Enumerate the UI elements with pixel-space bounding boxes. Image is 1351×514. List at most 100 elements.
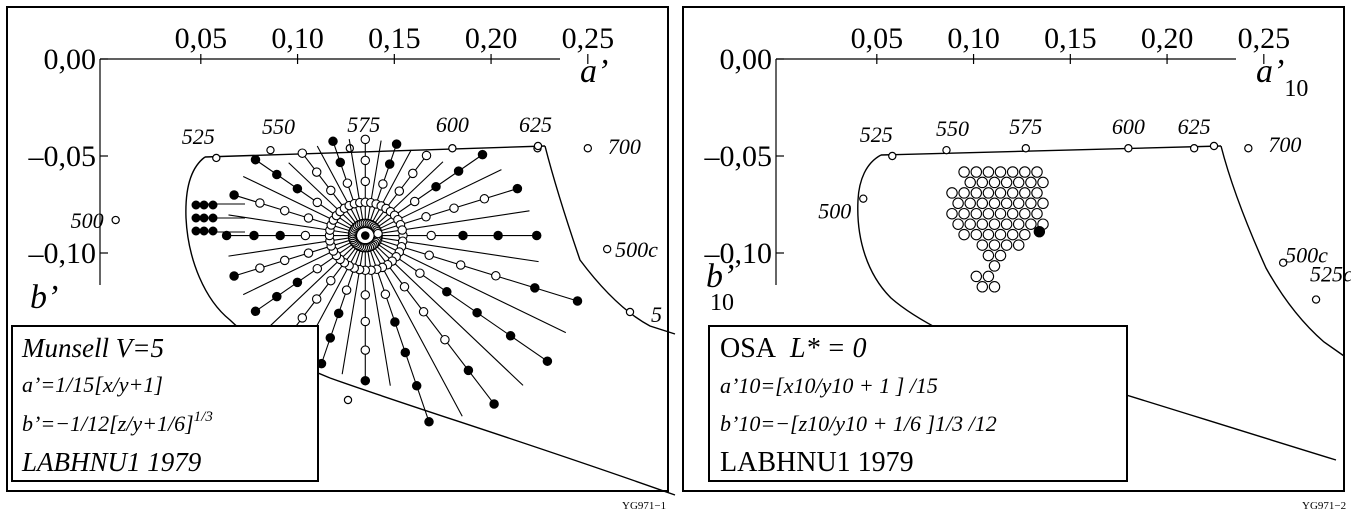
- x-tick-label: 0,20: [465, 22, 518, 55]
- munsell-sample: [384, 159, 395, 169]
- munsell-sample: [421, 150, 432, 161]
- locus-label: 700: [608, 134, 641, 159]
- hue-line: [316, 145, 360, 225]
- munsell-sample: [255, 263, 265, 273]
- spectral-locus-bottom: [329, 377, 676, 496]
- munsell-sample: [325, 333, 336, 343]
- munsell-sample: [489, 399, 499, 409]
- osa-sample: [976, 281, 989, 293]
- locus-label: 500: [71, 208, 104, 233]
- locus-point: [111, 215, 120, 225]
- munsell-sample: [455, 260, 466, 270]
- munsell-sample: [360, 290, 371, 300]
- locus-label: 575: [1009, 114, 1042, 139]
- munsell-sample: [360, 134, 371, 145]
- munsell-sample: [491, 271, 501, 281]
- munsell-sample: [279, 205, 290, 216]
- munsell-sample: [440, 334, 450, 345]
- munsell-sample: [380, 289, 391, 300]
- hue-line: [376, 240, 567, 334]
- osa-sample: [970, 187, 983, 199]
- white-point: [360, 231, 370, 240]
- x-tick-label: 0,25: [562, 22, 615, 55]
- osa-sample-grid: [946, 166, 1049, 293]
- osa-sample: [988, 260, 1001, 272]
- munsell-sample: [292, 277, 303, 288]
- munsell-sample: [409, 196, 420, 207]
- osa-sample: [1000, 218, 1013, 230]
- locus-point: [942, 145, 951, 155]
- osa-sample: [970, 270, 983, 283]
- osa-sample: [946, 187, 958, 199]
- locus-point: [888, 151, 897, 161]
- osa-sample: [970, 207, 983, 220]
- munsell-sample: [312, 263, 323, 274]
- munsell-sample: [400, 347, 411, 358]
- y-axis-ticks: 0,00 –0,05 –0,10: [704, 43, 784, 270]
- munsell-sample: [531, 230, 542, 241]
- munsell-sample: [449, 203, 459, 213]
- y-tick-label: –0,05: [704, 140, 773, 173]
- osa-sample: [1012, 218, 1025, 230]
- x-tick-label: 0,25: [1238, 22, 1291, 55]
- locus-point: [343, 395, 353, 405]
- x-tick-label: 0,10: [947, 22, 1000, 55]
- osa-sample: [958, 166, 970, 178]
- munsell-sample: [493, 230, 503, 241]
- y-tick-label: –0,10: [704, 237, 773, 270]
- locus-point: [625, 307, 635, 317]
- legend-title: OSA L* = 0: [720, 333, 866, 364]
- munsell-sample: [249, 230, 259, 241]
- osa-sample: [994, 166, 1007, 178]
- osa-chart: 0,05 0,10 0,15 0,20 0,25 0,00 –0,05 –0,10 a’10…: [682, 6, 1351, 512]
- munsell-sample: [421, 212, 431, 222]
- munsell-sample: [199, 226, 209, 236]
- hue-line: [375, 242, 548, 362]
- munsell-sample: [311, 167, 322, 177]
- munsell-sample: [360, 176, 371, 187]
- munsell-sample: [477, 149, 488, 160]
- munsell-sample: [391, 139, 402, 149]
- osa-sample: [1037, 197, 1049, 210]
- locus-point: [266, 145, 275, 155]
- osa-sample: [1031, 207, 1043, 220]
- osa-sample: [1006, 187, 1019, 199]
- munsell-sample: [292, 183, 303, 194]
- osa-sample: [1019, 187, 1031, 199]
- osa-sample: [988, 176, 1001, 189]
- munsell-sample: [191, 213, 201, 223]
- munsell-sample: [342, 178, 353, 188]
- spectral-locus-top: [880, 145, 1222, 156]
- osa-sample: [976, 218, 989, 230]
- munsell-sample: [199, 213, 209, 223]
- locus-label: 550: [936, 116, 969, 141]
- x-tick-label: 0,05: [175, 22, 228, 55]
- osa-sample: [982, 270, 995, 283]
- osa-sample: [988, 239, 1001, 251]
- osa-sample: [1012, 239, 1025, 251]
- osa-sample: [994, 228, 1007, 241]
- osa-sample: [1019, 228, 1031, 241]
- munsell-sample: [542, 356, 553, 366]
- purple-line: [1220, 145, 1345, 357]
- locus-point: [1278, 258, 1288, 267]
- munsell-sample: [373, 228, 383, 239]
- x-axis-label: a’10: [1256, 53, 1308, 102]
- munsell-sample: [208, 200, 218, 210]
- munsell-sample: [275, 230, 285, 241]
- x-axis-ticks: 0,05 0,10 0,15 0,20 0,25: [851, 22, 1291, 64]
- osa-sample: [964, 176, 976, 189]
- osa-sample: [1025, 176, 1037, 189]
- chart-panel-osa: 0,05 0,10 0,15 0,20 0,25 0,00 –0,05 –0,10 a’10…: [676, 0, 1351, 514]
- munsell-sample: [453, 166, 464, 176]
- locus-point: [1209, 141, 1219, 151]
- x-tick-label: 0,10: [271, 22, 324, 55]
- munsell-sample: [300, 230, 311, 241]
- osa-sample: [1025, 218, 1037, 230]
- munsell-grid: [191, 134, 583, 427]
- munsell-chart: 0,05 0,10 0,15 0,20 0,25 0,00 –0,05 –0,10 a’ b…: [6, 6, 676, 512]
- osa-sample: [958, 187, 970, 199]
- osa-sample: [1006, 207, 1019, 220]
- hue-line: [368, 246, 430, 422]
- munsell-sample: [272, 169, 282, 180]
